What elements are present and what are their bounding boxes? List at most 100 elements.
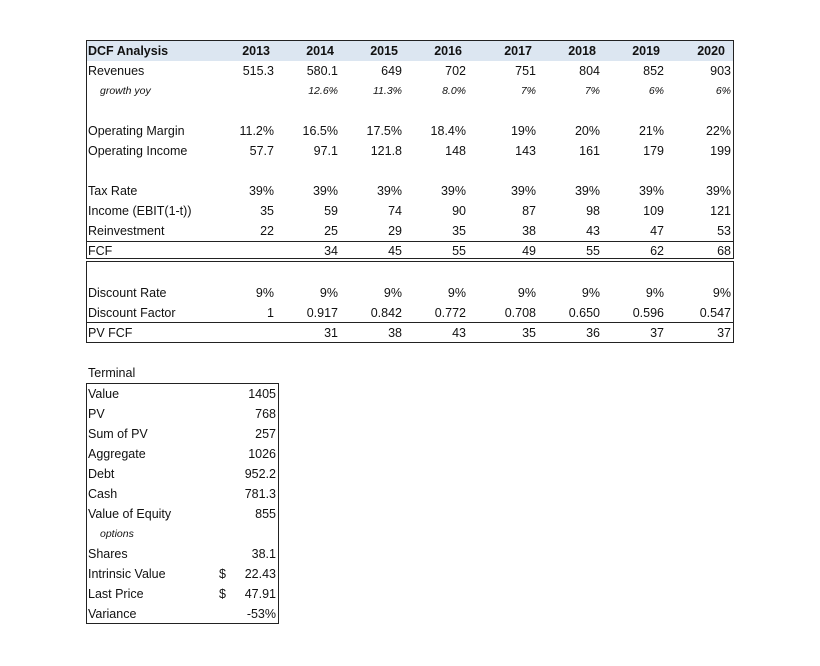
row-label: options xyxy=(100,528,134,540)
cell-value: 1026 xyxy=(248,447,276,461)
cell-value: 49 xyxy=(522,244,536,258)
cell-value: 38.1 xyxy=(251,547,276,561)
currency: $ xyxy=(219,567,226,581)
cell-value: 68 xyxy=(717,244,731,258)
row-label: Operating Income xyxy=(88,144,188,158)
row-label: PV xyxy=(88,407,105,421)
cell-value: 9% xyxy=(517,286,536,300)
cell-value: 6% xyxy=(648,85,664,97)
row-label: Discount Rate xyxy=(88,286,167,300)
cell-value: 0.708 xyxy=(504,306,536,320)
cell-value: 855 xyxy=(255,507,276,521)
cell-value: 36 xyxy=(586,326,600,340)
cell-value: 22 xyxy=(260,224,274,238)
main-box-bottom xyxy=(86,261,734,343)
cell-value: 8.0% xyxy=(442,85,466,97)
cell-value: 31 xyxy=(324,326,338,340)
year-header: 2014 xyxy=(306,44,334,58)
cell-value: 161 xyxy=(579,144,600,158)
row-label: growth yoy xyxy=(100,85,151,97)
row-label: Value xyxy=(88,387,120,401)
cell-value: 39% xyxy=(312,184,338,198)
cell-value: 37 xyxy=(717,326,731,340)
cell-value: 97.1 xyxy=(313,144,338,158)
cell-value: 38 xyxy=(388,326,402,340)
cell-value: 1 xyxy=(267,306,274,320)
cell-value: 121.8 xyxy=(370,144,402,158)
cell-value: 34 xyxy=(324,244,338,258)
cell-value: 20% xyxy=(574,124,600,138)
cell-value: 47 xyxy=(650,224,664,238)
row-label: PV FCF xyxy=(88,326,133,340)
terminal-title: Terminal xyxy=(88,366,136,380)
cell-value: 11.3% xyxy=(373,85,402,97)
cell-value: 19% xyxy=(510,124,536,138)
cell-value: 22% xyxy=(705,124,731,138)
cell-value: 804 xyxy=(579,64,600,78)
header-band xyxy=(86,41,733,61)
cell-value: 35 xyxy=(522,326,536,340)
cell-value: 7% xyxy=(584,85,600,97)
cell-value: 7% xyxy=(520,85,536,97)
cell-value: 515.3 xyxy=(242,64,274,78)
row-label: FCF xyxy=(88,244,113,258)
cell-value: 9% xyxy=(581,286,600,300)
row-label: Discount Factor xyxy=(88,306,176,320)
row-label: Tax Rate xyxy=(88,184,138,198)
cell-value: 0.917 xyxy=(306,306,338,320)
cell-value: 39% xyxy=(440,184,466,198)
cell-value: 580.1 xyxy=(306,64,338,78)
row-label: Reinvestment xyxy=(88,224,165,238)
table-title: DCF Analysis xyxy=(88,44,169,58)
row-label: Last Price xyxy=(88,587,144,601)
row-label: Debt xyxy=(88,467,115,481)
cell-value: 143 xyxy=(515,144,536,158)
cell-value: 37 xyxy=(650,326,664,340)
cell-value: 9% xyxy=(447,286,466,300)
row-label: Sum of PV xyxy=(88,427,148,441)
cell-value: 39% xyxy=(248,184,274,198)
cell-value: 0.596 xyxy=(632,306,664,320)
cell-value: 38 xyxy=(522,224,536,238)
cell-value: 53 xyxy=(717,224,731,238)
cell-value: 43 xyxy=(586,224,600,238)
cell-value: 9% xyxy=(319,286,338,300)
year-header: 2020 xyxy=(697,44,725,58)
cell-value: 768 xyxy=(255,407,276,421)
row-label: Variance xyxy=(88,607,137,621)
year-header: 2016 xyxy=(434,44,462,58)
cell-value: 21% xyxy=(638,124,664,138)
cell-value: 29 xyxy=(388,224,402,238)
terminal-box xyxy=(86,383,279,624)
row-label: Aggregate xyxy=(88,447,146,461)
cell-value: 45 xyxy=(388,244,402,258)
cell-value: 12.6% xyxy=(308,85,338,97)
cell-value: 121 xyxy=(710,204,731,218)
row-label: Income (EBIT(1-t)) xyxy=(88,204,192,218)
year-header: 2015 xyxy=(370,44,398,58)
cell-value: 90 xyxy=(452,204,466,218)
cell-value: 25 xyxy=(324,224,338,238)
cell-value: 903 xyxy=(710,64,731,78)
cell-value: 0.547 xyxy=(699,306,731,320)
cell-value: 751 xyxy=(515,64,536,78)
year-header: 2019 xyxy=(632,44,660,58)
cell-value: 22.43 xyxy=(244,567,276,581)
cell-value: 39% xyxy=(705,184,731,198)
rule xyxy=(86,241,734,242)
cell-value: 1405 xyxy=(248,387,276,401)
row-label: Value of Equity xyxy=(88,507,172,521)
cell-value: 852 xyxy=(643,64,664,78)
cell-value: 98 xyxy=(586,204,600,218)
cell-value: 199 xyxy=(710,144,731,158)
cell-value: 62 xyxy=(650,244,664,258)
cell-value: 39% xyxy=(574,184,600,198)
cell-value: 109 xyxy=(643,204,664,218)
cell-value: 17.5% xyxy=(366,124,402,138)
cell-value: 179 xyxy=(643,144,664,158)
main-box-top xyxy=(86,40,734,259)
cell-value: 257 xyxy=(255,427,276,441)
cell-value: 952.2 xyxy=(244,467,276,481)
year-header: 2017 xyxy=(504,44,532,58)
row-label: Cash xyxy=(88,487,118,501)
